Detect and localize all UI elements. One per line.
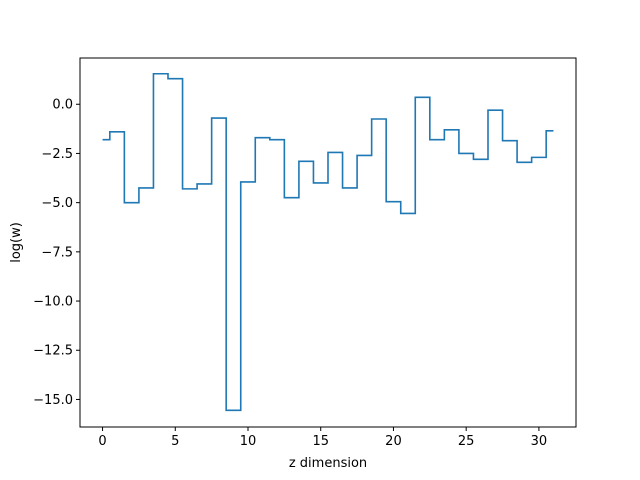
x-tick-label: 30 <box>531 434 548 449</box>
series-line-0 <box>102 72 554 412</box>
plot-area <box>102 72 554 412</box>
x-axis-ticks: 0 5 10 15 20 25 30 <box>98 427 547 449</box>
x-tick-label: 25 <box>458 434 475 449</box>
y-axis-label: log(w) <box>9 222 24 263</box>
y-tick-label: −7.5 <box>41 245 73 260</box>
x-tick-label: 20 <box>385 434 402 449</box>
y-tick-label: 0.0 <box>52 98 73 113</box>
x-tick-label: 0 <box>98 434 106 449</box>
x-axis-label: z dimension <box>289 456 367 471</box>
y-axis-ticks: 0.0 −2.5 −5.0 −7.5 −10.0 −12.5 −15.0 <box>33 98 80 408</box>
y-tick-label: −10.0 <box>33 295 73 310</box>
y-tick-label: −5.0 <box>41 196 73 211</box>
x-tick-label: 5 <box>171 434 179 449</box>
x-tick-label: 15 <box>312 434 329 449</box>
y-tick-label: −12.5 <box>33 344 73 359</box>
y-tick-label: −15.0 <box>33 393 73 408</box>
x-tick-label: 10 <box>240 434 257 449</box>
axes-frame <box>79 57 577 428</box>
y-tick-label: −2.5 <box>41 147 73 162</box>
